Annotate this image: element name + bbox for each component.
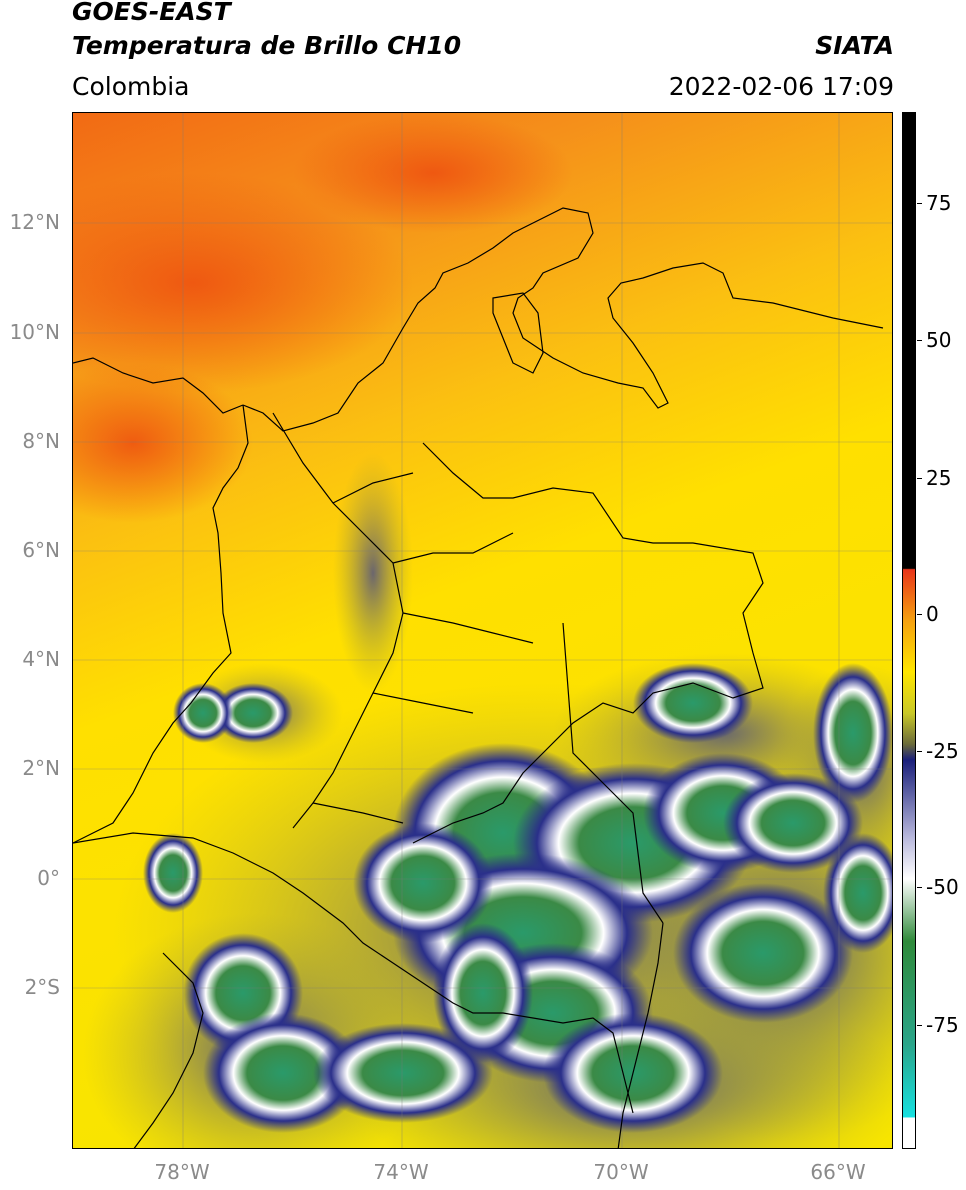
convective-clouds (83, 453, 892, 1148)
gridlines (73, 113, 892, 1148)
title-line-1: GOES-EAST (72, 0, 231, 26)
latitude-label: 2°S (24, 975, 60, 999)
latitude-label: 10°N (9, 320, 60, 344)
cloud-cell (173, 683, 233, 743)
panama-border (73, 357, 244, 414)
latitude-label: 2°N (22, 756, 60, 780)
warm-area (293, 113, 573, 233)
longitude-label: 74°W (373, 1160, 429, 1184)
ecuador-peru-border (133, 952, 204, 1148)
cloud-cell (823, 833, 892, 953)
department-borders (272, 412, 534, 829)
pacific-coastline (73, 404, 249, 844)
cloud-cell (433, 923, 533, 1063)
colorbar-tick (917, 203, 922, 204)
country-borders (73, 207, 884, 1148)
latitude-label: 6°N (22, 538, 60, 562)
latitude-label: 8°N (22, 429, 60, 453)
colorbar-tick-label: 50 (926, 328, 952, 352)
longitude-label: 66°W (810, 1160, 866, 1184)
cloud-cell (213, 683, 293, 743)
colorbar-tick-label: -25 (926, 739, 959, 763)
colorbar-tick-label: 0 (926, 602, 939, 626)
colorbar-tick (917, 887, 922, 888)
cloud-cell (353, 823, 493, 943)
cloud-haze (333, 453, 413, 693)
colombia-peru-border (73, 832, 634, 1114)
organization-label: SIATA (815, 31, 894, 60)
brightness-temperature-image (73, 113, 892, 1148)
colorbar-tick-label: -50 (926, 875, 959, 899)
region-label: Colombia (72, 72, 190, 101)
longitude-label: 78°W (154, 1160, 210, 1184)
cloud-cell (143, 833, 203, 913)
colorbar-tick (917, 478, 922, 479)
colorbar-tick (917, 751, 922, 752)
peru-brazil-border (617, 922, 664, 1148)
cloud-cell (313, 1023, 493, 1123)
colorbar-tick (917, 1025, 922, 1026)
satellite-map (72, 112, 893, 1149)
colorbar-tick-label: -75 (926, 1013, 959, 1037)
cloud-cell (203, 1013, 363, 1133)
title-line-2: Temperatura de Brillo CH10 (72, 31, 462, 60)
cloud-cell (723, 773, 863, 873)
timestamp-label: 2022-02-06 17:09 (668, 72, 894, 101)
latitude-label: 0° (37, 866, 60, 890)
colorbar-tick-label: 25 (926, 466, 952, 490)
colorbar-gradient (903, 113, 915, 1148)
warm-areas (73, 113, 573, 523)
colorbar-tick (917, 340, 922, 341)
colorbar (902, 112, 916, 1149)
lake-maracaibo (492, 292, 544, 374)
caribbean-coastline (242, 207, 884, 432)
latitude-label: 4°N (22, 647, 60, 671)
colorbar-tick (917, 614, 922, 615)
colombia-venezuela-brazil-border (412, 442, 764, 844)
colorbar-tick-label: 75 (926, 191, 952, 215)
warm-area (73, 173, 413, 393)
colombia-brazil-border (562, 622, 664, 924)
longitude-label: 70°W (593, 1160, 649, 1184)
latitude-label: 12°N (9, 210, 60, 234)
warm-area (73, 363, 253, 523)
cloud-cell (633, 663, 753, 743)
cloud-cell (813, 663, 892, 803)
